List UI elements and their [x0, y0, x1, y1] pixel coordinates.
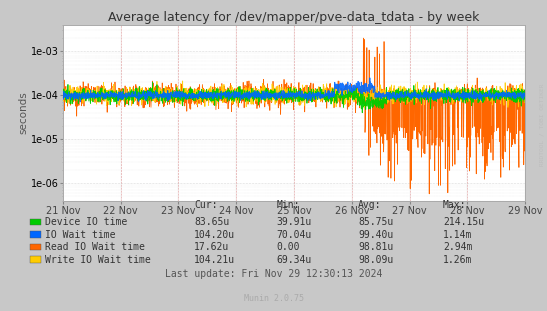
Text: 1.14m: 1.14m — [443, 230, 473, 240]
Text: Device IO time: Device IO time — [45, 217, 127, 227]
Text: 69.34u: 69.34u — [276, 255, 311, 265]
Text: 17.62u: 17.62u — [194, 242, 229, 252]
Text: IO Wait time: IO Wait time — [45, 230, 115, 240]
Text: Munin 2.0.75: Munin 2.0.75 — [243, 294, 304, 303]
Text: 104.20u: 104.20u — [194, 230, 235, 240]
Text: 70.04u: 70.04u — [276, 230, 311, 240]
Text: 99.40u: 99.40u — [358, 230, 393, 240]
Text: 2.94m: 2.94m — [443, 242, 473, 252]
Text: 214.15u: 214.15u — [443, 217, 484, 227]
Text: 0.00: 0.00 — [276, 242, 300, 252]
Text: Max:: Max: — [443, 200, 467, 210]
Text: Min:: Min: — [276, 200, 300, 210]
Text: 98.81u: 98.81u — [358, 242, 393, 252]
Text: 98.09u: 98.09u — [358, 255, 393, 265]
Text: 85.75u: 85.75u — [358, 217, 393, 227]
Text: 104.21u: 104.21u — [194, 255, 235, 265]
Text: Avg:: Avg: — [358, 200, 382, 210]
Title: Average latency for /dev/mapper/pve-data_tdata - by week: Average latency for /dev/mapper/pve-data… — [108, 11, 480, 24]
Text: Last update: Fri Nov 29 12:30:13 2024: Last update: Fri Nov 29 12:30:13 2024 — [165, 269, 382, 279]
Text: 1.26m: 1.26m — [443, 255, 473, 265]
Y-axis label: seconds: seconds — [18, 91, 28, 134]
Text: 83.65u: 83.65u — [194, 217, 229, 227]
Text: 39.91u: 39.91u — [276, 217, 311, 227]
Text: Cur:: Cur: — [194, 200, 218, 210]
Text: RRDTOOL / TOBI OETIKER: RRDTOOL / TOBI OETIKER — [539, 83, 544, 166]
Text: Read IO Wait time: Read IO Wait time — [45, 242, 145, 252]
Text: Write IO Wait time: Write IO Wait time — [45, 255, 150, 265]
